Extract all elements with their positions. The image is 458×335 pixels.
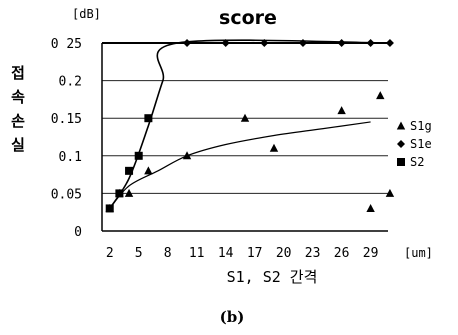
point-s2 [125, 166, 134, 175]
trend-line-s1e [109, 39, 390, 209]
trend-lines [109, 39, 390, 209]
x-tick-label: 8 [164, 246, 172, 261]
x-tick-label: 11 [189, 246, 205, 261]
point-s1g [240, 113, 250, 122]
legend-label-s2: S2 [410, 155, 424, 169]
y-axis-unit: [dB] [72, 7, 101, 21]
legend-marker-s2 [397, 158, 405, 166]
point-s1g [269, 143, 279, 152]
point-s1e [260, 39, 269, 47]
point-s1g [144, 166, 153, 175]
legend-marker-s1g [396, 121, 406, 130]
point-s1e [337, 39, 346, 47]
point-s1g [337, 106, 346, 115]
point-s1e [366, 39, 375, 47]
legend-label-s1e: S1e [410, 137, 432, 151]
tick-labels: 0 0.05 0.1 0.15 0.2 0 25 2 5 8 11 14 17 20 23 26 29 [51, 37, 379, 261]
point-s1e [298, 39, 307, 47]
y-tick-label: 0 [74, 225, 82, 240]
point-s1e [221, 39, 230, 47]
x-axis-label: S1, S2 간격 [227, 268, 318, 286]
y-axis-label-char: 속 [11, 88, 25, 106]
legend-label-s1g: S1g [410, 119, 432, 133]
x-tick-label: 20 [276, 246, 292, 261]
y-tick-label: 0.15 [51, 112, 82, 127]
trend-line-s1g [109, 121, 371, 209]
x-axis-unit: [um] [404, 246, 433, 260]
y-axis-label-char: 접 [11, 64, 25, 82]
point-s1g [182, 151, 192, 160]
point-s1g [376, 91, 385, 100]
legend: S1g S1e S2 [396, 119, 432, 169]
x-tick-label: 14 [218, 246, 234, 261]
point-s1e [183, 39, 192, 47]
point-s2 [144, 114, 153, 123]
point-s2 [115, 189, 124, 198]
point-s2 [105, 204, 114, 213]
figure-caption: (b) [220, 308, 245, 326]
x-tick-label: 5 [135, 246, 143, 261]
y-tick-label: 0.05 [51, 187, 82, 202]
y-axis-label-char: 실 [11, 136, 25, 154]
point-s2 [134, 151, 143, 160]
y-tick-label: 0.2 [59, 75, 82, 90]
x-tick-label: 2 [106, 246, 114, 261]
point-s1g [385, 188, 395, 197]
x-tick-label: 26 [334, 246, 350, 261]
y-tick-label: 0.1 [59, 150, 82, 165]
data-points [105, 39, 395, 213]
x-tick-label: 17 [247, 246, 263, 261]
legend-marker-s1e [397, 140, 405, 148]
y-tick-label: 0 25 [51, 37, 82, 52]
point-s1g [366, 203, 375, 212]
y-axis-label-char: 손 [11, 112, 25, 130]
point-s1g [124, 188, 134, 197]
x-tick-label: 29 [363, 246, 379, 261]
point-s1e [385, 39, 394, 47]
x-tick-label: 23 [305, 246, 321, 261]
chart-title: score [219, 7, 277, 29]
